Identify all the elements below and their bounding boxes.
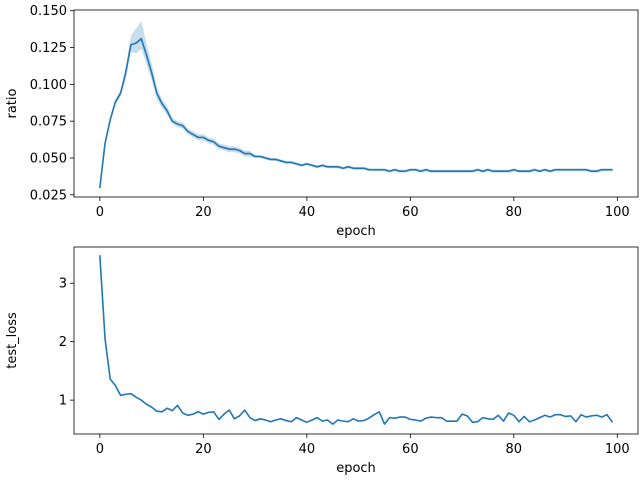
ratio-y-axis-label: ratio [5, 88, 20, 118]
test-loss-y-axis-label: test_loss [5, 312, 20, 369]
test-loss-x-tick-label: 60 [402, 442, 419, 457]
ratio-chart-panel: 0 20 40 60 80 100 0.025 0.050 0.075 0.100 0.125 0.1… [5, 4, 639, 239]
ratio-y-tick-label: 0.050 [30, 151, 67, 166]
test-loss-plot-frame [73, 246, 639, 435]
ratio-y-tick-label: 0.100 [30, 78, 67, 93]
test-loss-chart-panel: 0 20 40 60 80 100 1 2 3 epoch test_loss [5, 246, 639, 476]
ratio-y-tick-label: 0.025 [30, 188, 67, 203]
ratio-x-tick-label: 20 [195, 205, 212, 220]
ratio-x-tick-label: 60 [402, 205, 419, 220]
test-loss-y-tick-label: 3 [59, 277, 67, 292]
ratio-y-tick-label: 0.075 [30, 115, 67, 130]
ratio-confidence-band [99, 21, 613, 189]
test-loss-x-tick-label: 100 [605, 442, 630, 457]
ratio-x-tick-label: 40 [299, 205, 316, 220]
test-loss-x-tick-label: 40 [299, 442, 316, 457]
ratio-x-tick-label: 100 [605, 205, 630, 220]
ratio-y-tick-label: 0.150 [30, 4, 67, 19]
ratio-plot-frame [73, 9, 639, 198]
test-loss-series-line [99, 254, 613, 425]
ratio-x-tick-label: 80 [506, 205, 523, 220]
test-loss-x-tick-label: 0 [96, 442, 104, 457]
ratio-series-line [99, 37, 613, 189]
ratio-x-tick-label: 0 [96, 205, 104, 220]
ratio-y-tick-label: 0.125 [30, 41, 67, 56]
test-loss-y-tick-label: 2 [59, 335, 67, 350]
test-loss-x-tick-label: 20 [195, 442, 212, 457]
ratio-x-axis-label: epoch [336, 224, 376, 239]
test-loss-x-tick-label: 80 [506, 442, 523, 457]
test-loss-y-tick-label: 1 [59, 394, 67, 409]
test-loss-x-axis-label: epoch [336, 461, 376, 476]
